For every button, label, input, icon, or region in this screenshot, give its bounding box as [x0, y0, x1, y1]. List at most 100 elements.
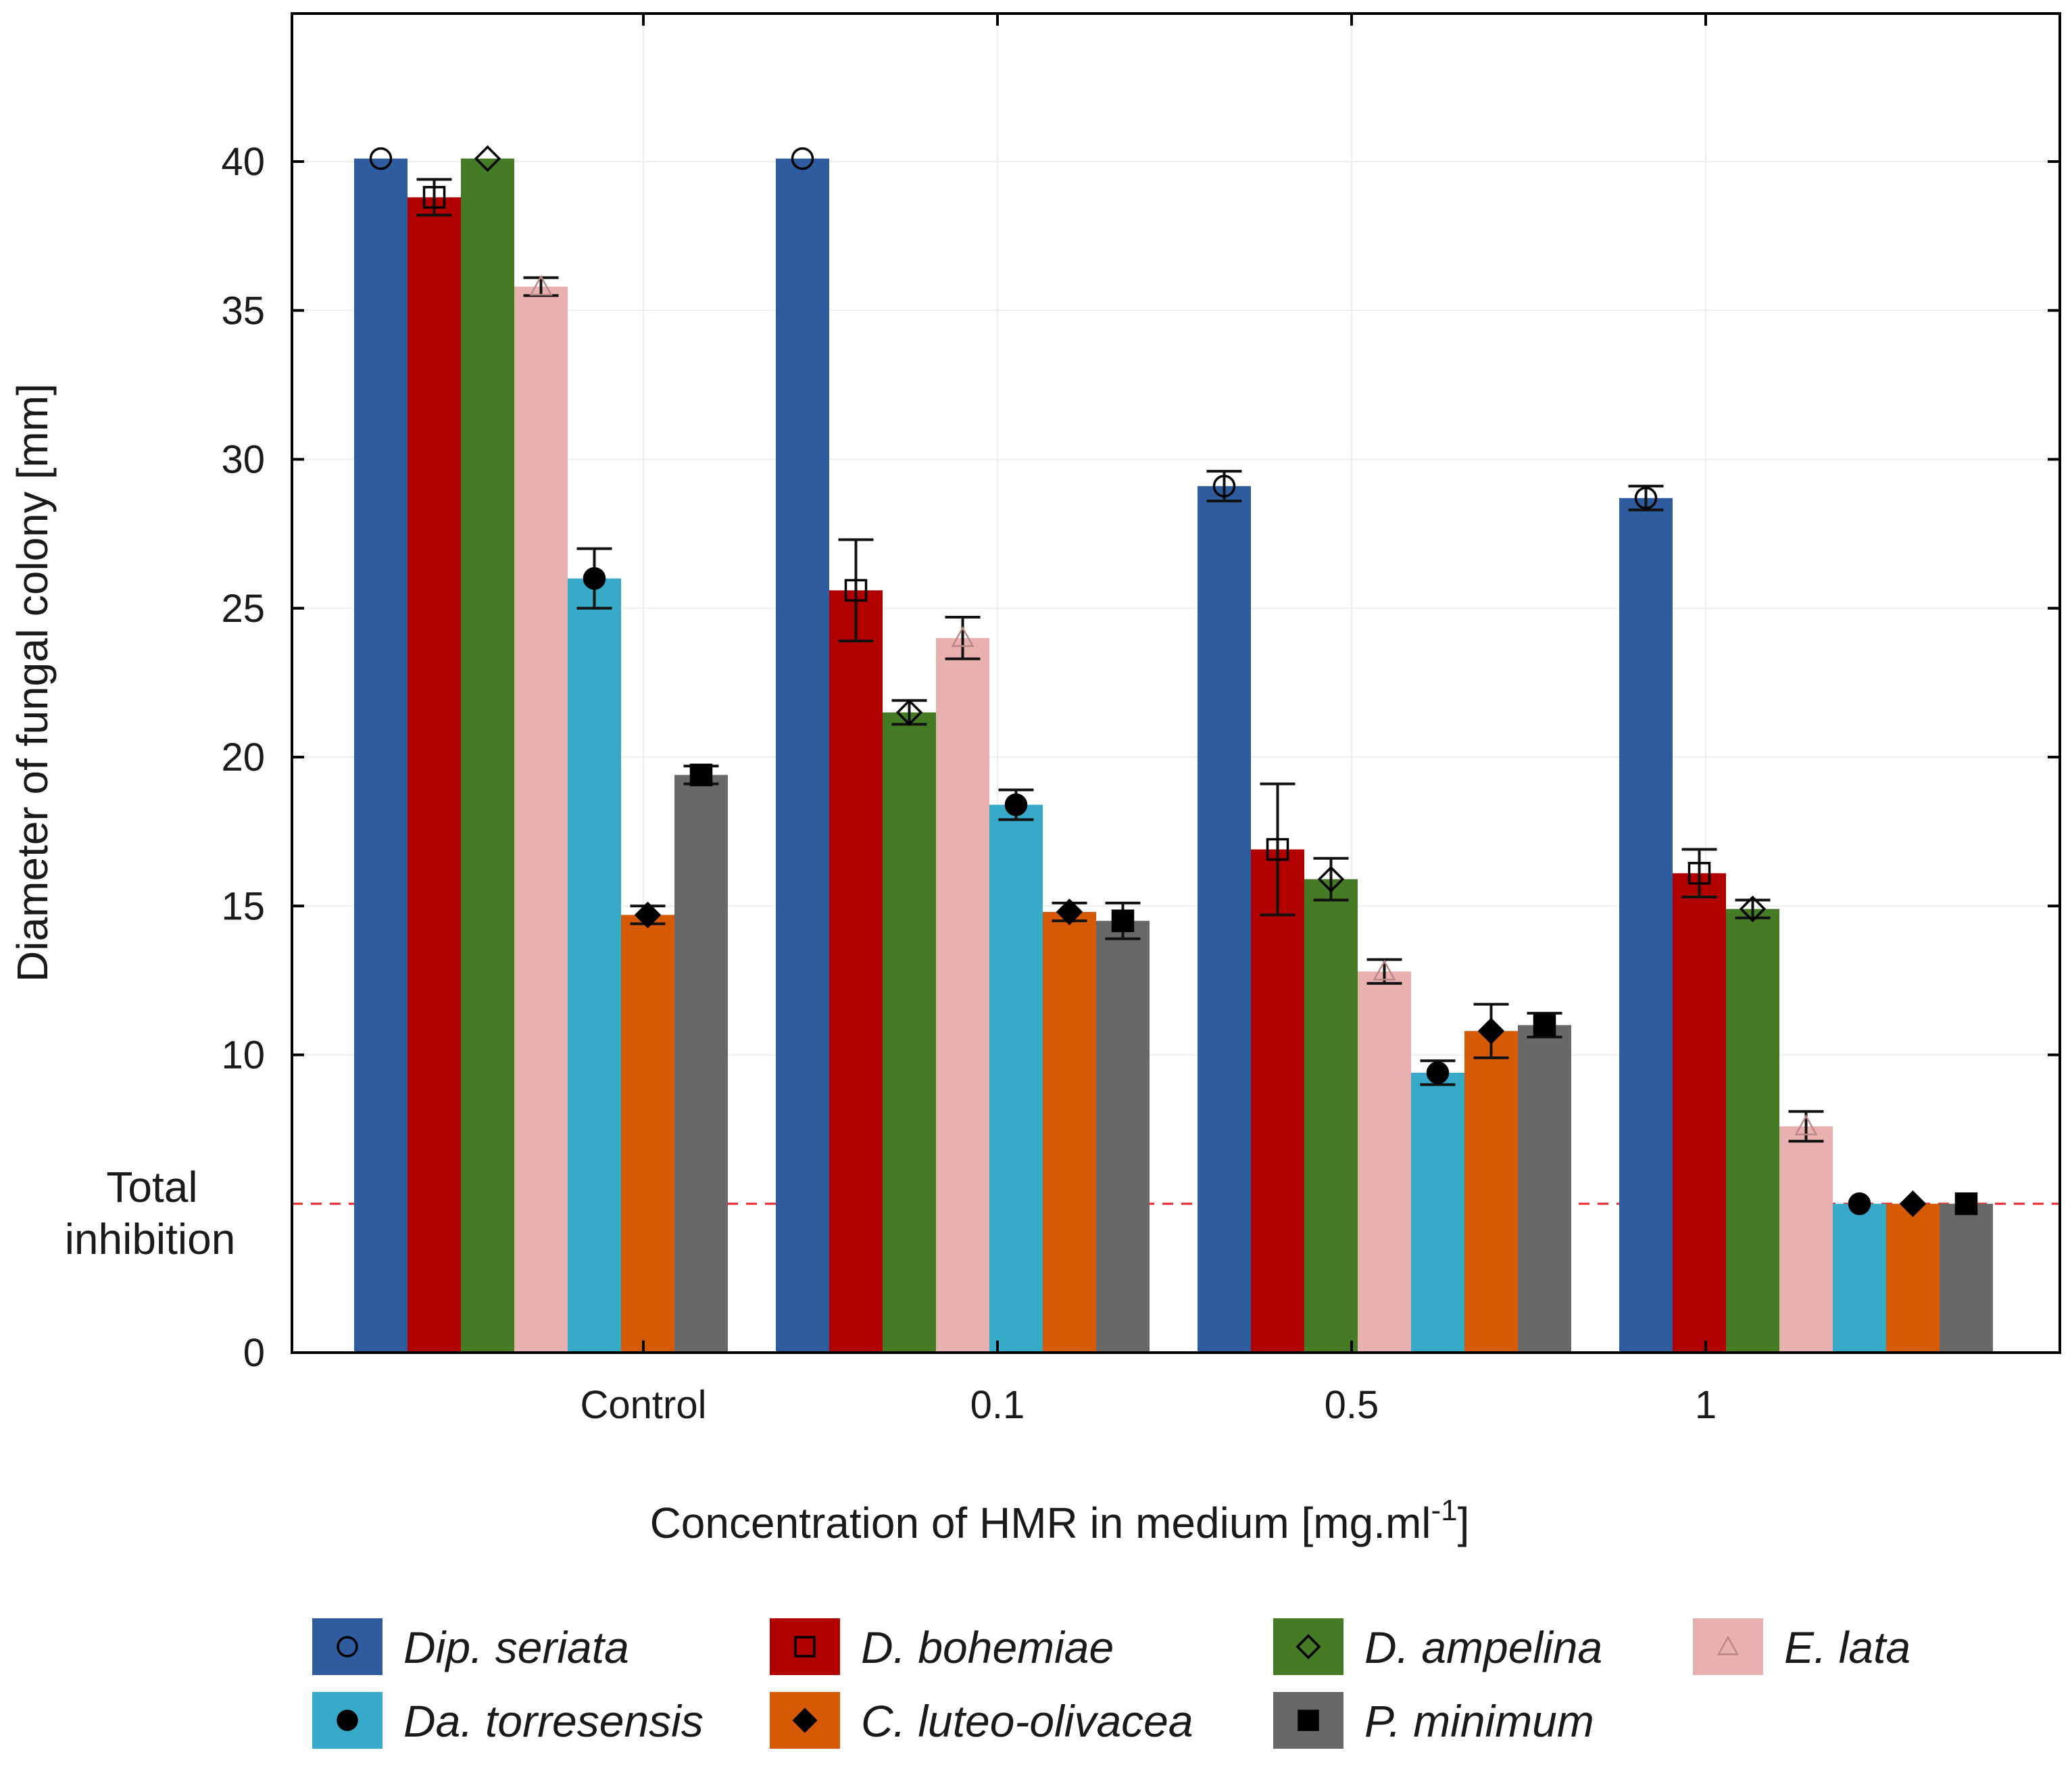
legend-label: D. bohemiae: [861, 1622, 1114, 1672]
ticks: 0 10 15 20 25 30 35 40 Control 0.1 0.5 1: [221, 14, 2060, 1427]
data-point-marker: [1373, 959, 1396, 981]
data-point-marker: [337, 1636, 358, 1657]
bar: [1043, 912, 1096, 1353]
data-point-marker: [689, 763, 713, 787]
data-point-marker: [844, 579, 868, 602]
x-axis-title: Concentration of HMR in medium [mg.ml-1]: [650, 1494, 1470, 1547]
bar: [1411, 1072, 1464, 1353]
bar: [408, 197, 461, 1353]
legend-item: P. minimum: [1273, 1692, 1594, 1749]
data-point-marker: [1111, 909, 1135, 933]
bar: [514, 287, 568, 1353]
data-point-marker: [1212, 475, 1236, 498]
data-point-marker: [951, 626, 975, 648]
legend-label: Da. torresensis: [403, 1696, 704, 1746]
data-point-marker: [474, 145, 501, 172]
bar: [621, 915, 674, 1353]
legend-item: C. luteo-olivacea: [770, 1692, 1193, 1749]
bar: [1198, 486, 1251, 1353]
data-point-marker: [1056, 898, 1083, 925]
legend-item: E. lata: [1693, 1618, 1910, 1675]
data-point-marker: [1296, 1634, 1321, 1660]
plot-frame: [291, 12, 2061, 1354]
x-axis-title-superscript: -1: [1431, 1494, 1458, 1527]
bar: [989, 804, 1043, 1353]
legend-swatch: [1693, 1618, 1763, 1675]
bar: [1726, 909, 1779, 1353]
legend-label: P. minimum: [1364, 1696, 1594, 1746]
bars: [354, 145, 1993, 1353]
legend-item: D. ampelina: [1273, 1618, 1602, 1675]
data-point-marker: [422, 186, 446, 209]
legend-item: Da. torresensis: [312, 1692, 704, 1749]
y-tick-label: 35: [221, 289, 265, 333]
x-tick-label: 0.5: [1325, 1383, 1379, 1427]
reference-line-label-2: inhibition: [65, 1215, 236, 1263]
bar: [461, 158, 514, 1353]
x-axis-title-suffix: ]: [1458, 1499, 1470, 1547]
legend-label: C. luteo-olivacea: [861, 1696, 1193, 1746]
legend-label: D. ampelina: [1364, 1622, 1602, 1672]
reference-line-label-1: Total: [106, 1163, 197, 1211]
legend-swatch: [1273, 1618, 1343, 1675]
bar: [1304, 879, 1358, 1353]
legend-item: Dip. seriata: [312, 1618, 629, 1675]
y-axis-title: Diameter of fungal colony [mm]: [8, 383, 57, 982]
data-point-marker: [1266, 838, 1289, 861]
data-point-marker: [1717, 1635, 1740, 1655]
y-tick-label: 20: [221, 735, 265, 779]
data-point-marker: [337, 1710, 358, 1731]
data-point-marker: [529, 274, 553, 296]
bar: [1358, 971, 1411, 1353]
data-point-marker: [369, 147, 393, 170]
legend-label: E. lata: [1784, 1622, 1910, 1672]
x-tick-label: 1: [1695, 1383, 1717, 1427]
data-point-marker: [1687, 862, 1711, 885]
bar: [1940, 1203, 1993, 1353]
data-point-marker: [1954, 1192, 1978, 1215]
bar: [1096, 921, 1150, 1353]
data-point-marker: [1848, 1192, 1871, 1215]
bar: [1886, 1203, 1940, 1353]
bar: [1518, 1025, 1571, 1353]
data-point-marker: [1794, 1114, 1818, 1136]
bar: [568, 578, 621, 1353]
x-axis-title-main: Concentration of HMR in medium [mg.ml: [650, 1499, 1431, 1547]
y-tick-label: 15: [221, 884, 265, 928]
bar: [1619, 498, 1673, 1353]
data-point-marker: [1317, 865, 1345, 893]
data-point-marker: [1477, 1017, 1505, 1044]
data-point-marker: [895, 699, 923, 726]
bar: [1251, 849, 1304, 1353]
data-point-marker: [1899, 1190, 1927, 1217]
data-point-marker: [1298, 1710, 1319, 1731]
bar: [936, 637, 989, 1353]
bar: [354, 158, 408, 1353]
x-tick-label: Control: [581, 1383, 707, 1427]
bar: [1673, 873, 1726, 1353]
data-point-marker: [792, 1708, 818, 1733]
bar: [1779, 1126, 1833, 1353]
data-point-marker: [791, 147, 814, 170]
axes: [291, 12, 2061, 1354]
bar: [1833, 1203, 1886, 1353]
bar: [674, 775, 728, 1353]
legend: Dip. seriata D. bohemiae D. ampelina E. lat…: [312, 1618, 1910, 1749]
legend-label: Dip. seriata: [403, 1622, 629, 1672]
data-point-marker: [634, 901, 662, 929]
legend-item: D. bohemiae: [770, 1618, 1114, 1675]
data-point-marker: [1426, 1061, 1450, 1084]
y-tick-label: 25: [221, 587, 265, 631]
data-point-marker: [1739, 895, 1767, 923]
legend-swatch: [312, 1618, 383, 1675]
y-tick-label: 0: [243, 1331, 265, 1375]
x-tick-label: 0.1: [970, 1383, 1025, 1427]
y-tick-label: 40: [221, 140, 265, 184]
bar: [829, 590, 883, 1353]
data-point-marker: [1533, 1013, 1556, 1037]
y-tick-label: 30: [221, 438, 265, 482]
data-point-marker: [1634, 487, 1658, 510]
bar: [883, 712, 936, 1353]
data-point-marker: [794, 1636, 816, 1657]
